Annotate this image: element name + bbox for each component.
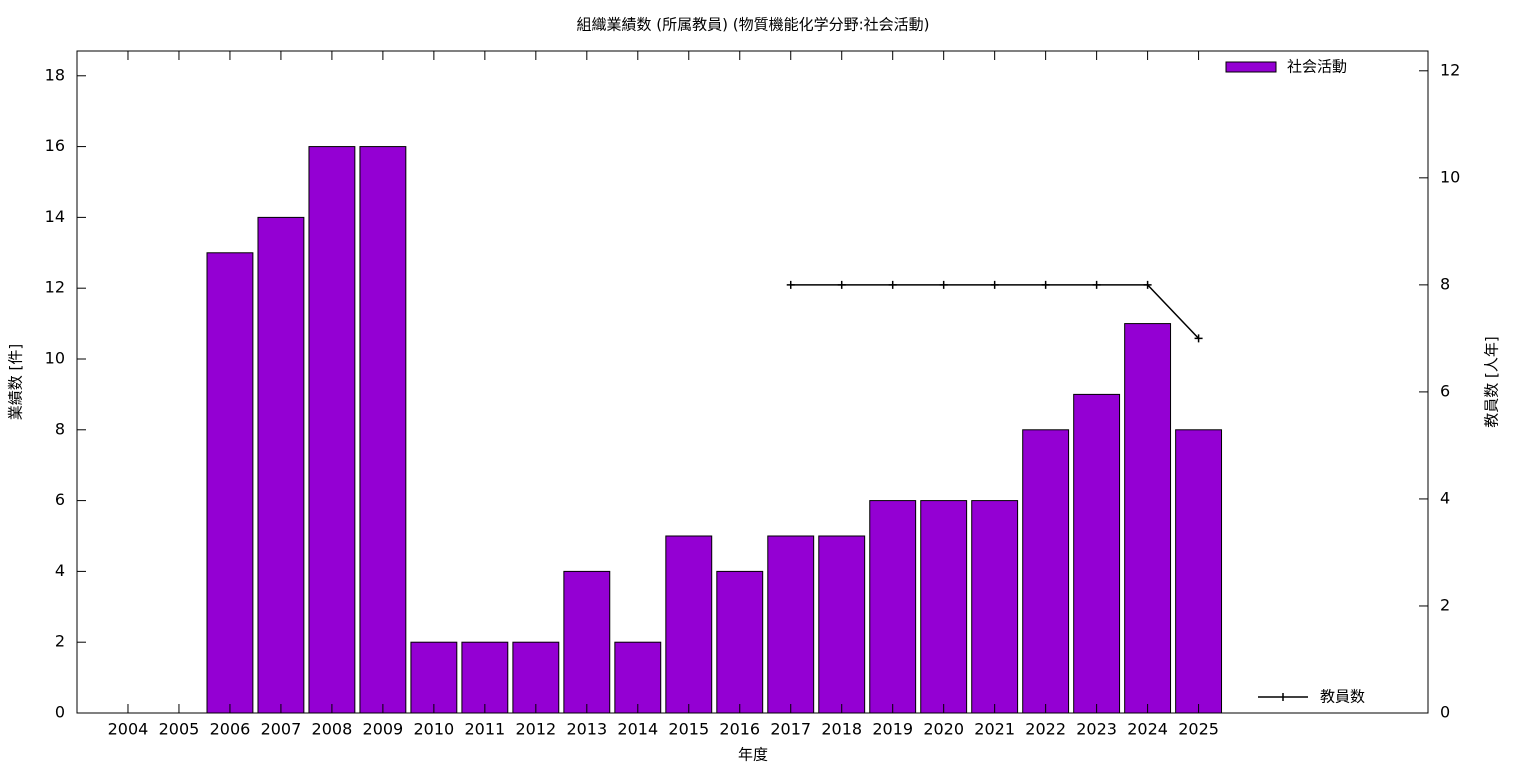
y-tick-label: 4 [55,561,65,580]
x-tick-label: 2008 [312,720,353,739]
bar [716,570,764,714]
x-tick-label: 2005 [159,720,200,739]
bar [206,252,254,714]
x-tick-label: 2023 [1076,720,1117,739]
bar [1124,323,1172,714]
bar [971,500,1019,714]
point-marker [990,280,999,289]
x-tick-label: 2020 [923,720,964,739]
x-tick-label: 2011 [464,720,505,739]
x-tick-label: 2025 [1178,720,1219,739]
x-tick-label: 2016 [719,720,760,739]
y2-tick-label: 8 [1440,274,1450,293]
x-tick-label: 2012 [515,720,556,739]
y-tick-label: 6 [55,490,65,509]
x-tick-label: 2024 [1127,720,1168,739]
x-tick-label: 2019 [872,720,913,739]
chart-title: 組織業績数 (所属教員) (物質機能化学分野:社会活動) [576,16,929,34]
bar [920,500,968,714]
point-marker [786,280,795,289]
bar [1022,429,1070,714]
x-tick-label: 2010 [414,720,455,739]
y2-tick-label: 6 [1440,381,1450,400]
bar [308,146,356,714]
bar [1175,429,1223,714]
x-tick-label: 2018 [821,720,862,739]
x-tick-label: 2014 [617,720,658,739]
bar [563,570,611,714]
y-tick-label: 14 [45,207,65,226]
point-marker [939,280,948,289]
legend-swatch [1225,61,1277,73]
x-tick-label: 2017 [770,720,811,739]
y-tick-label: 10 [45,348,65,367]
y-tick-label: 2 [55,632,65,651]
legend-label: 教員数 [1320,688,1365,706]
point-marker [1194,334,1203,343]
bar [818,535,866,714]
y-tick-label: 16 [45,136,65,155]
y-tick-label: 12 [45,278,65,297]
x-tick-label: 2007 [261,720,302,739]
bar [512,641,560,714]
y2-axis-label: 教員数 [人年] [1483,336,1501,427]
y2-tick-label: 2 [1440,595,1450,614]
bar [1073,393,1121,714]
y2-tick-label: 4 [1440,488,1450,507]
x-tick-label: 2021 [974,720,1015,739]
bar [614,641,662,714]
x-tick-label: 2013 [566,720,607,739]
bar [461,641,509,714]
bar [869,500,917,714]
x-tick-label: 2009 [363,720,404,739]
x-tick-label: 2022 [1025,720,1066,739]
bar [410,641,458,714]
legend-swatch [1258,693,1308,701]
y2-tick-label: 12 [1440,60,1460,79]
x-tick-label: 2015 [668,720,709,739]
bar [665,535,713,714]
bar [767,535,815,714]
bar [359,146,407,714]
y-tick-label: 0 [55,703,65,722]
y2-tick-label: 10 [1440,167,1460,186]
point-marker [837,280,846,289]
point-marker [888,280,897,289]
x-tick-label: 2006 [210,720,251,739]
y-tick-label: 8 [55,419,65,438]
point-marker [1041,280,1050,289]
y2-tick-label: 0 [1440,703,1450,722]
point-marker [1143,280,1152,289]
bar [257,216,305,714]
legend-label: 社会活動 [1287,58,1347,76]
y-axis-label: 業績数 [件] [7,344,25,420]
x-axis-label: 年度 [738,746,768,764]
x-tick-label: 2004 [108,720,149,739]
plot-border [76,50,1429,714]
point-marker [1092,280,1101,289]
y-tick-label: 18 [45,65,65,84]
